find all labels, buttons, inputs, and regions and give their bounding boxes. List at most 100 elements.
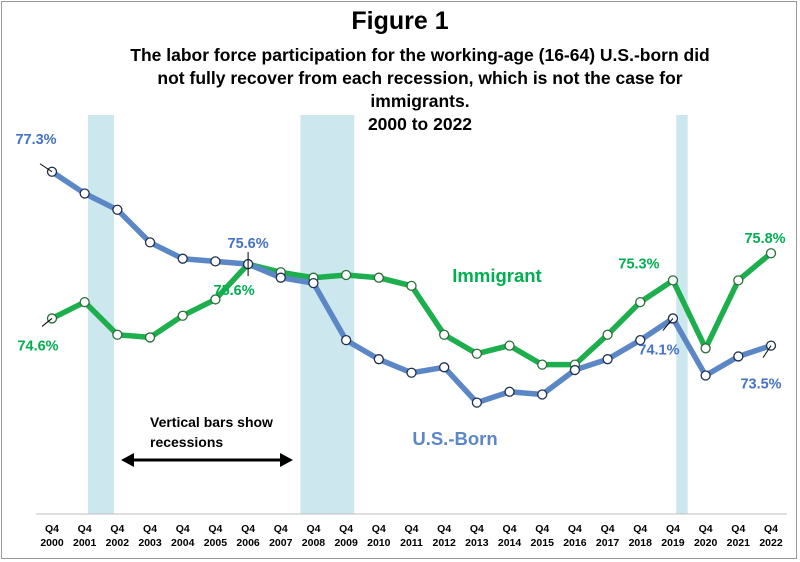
x-tick-label: 2002 xyxy=(106,537,130,549)
x-tick-label: 2010 xyxy=(367,537,391,549)
data-point xyxy=(144,237,156,248)
x-tick-label: Q4 xyxy=(274,523,288,535)
title-block: Figure 1 The labor force participation f… xyxy=(0,6,800,136)
data-point xyxy=(439,362,450,373)
x-tick-label: 2018 xyxy=(629,537,653,549)
x-tick-label: Q4 xyxy=(699,523,713,535)
data-label: 73.5% xyxy=(740,377,781,393)
x-tick-label: Q4 xyxy=(404,523,418,535)
data-label: 74.1% xyxy=(638,342,679,358)
x-tick-label: Q4 xyxy=(143,523,157,535)
data-point xyxy=(602,354,613,365)
label-leader-line xyxy=(662,318,674,331)
x-tick-label: 2008 xyxy=(302,537,326,549)
x-axis: Q4 2000 Q4 2001 Q4 2002 Q4 2003 Q4 2004 Q4 2005 Q4 20… xyxy=(36,513,787,549)
x-tick-label: 2021 xyxy=(727,537,751,549)
data-point xyxy=(373,272,384,283)
data-point xyxy=(733,351,744,362)
subtitle-line: immigrants. xyxy=(370,91,470,111)
x-tick-label: Q4 xyxy=(241,523,255,535)
arrow-head-right xyxy=(280,453,293,467)
data-point xyxy=(112,204,123,215)
x-tick-label: Q4 xyxy=(208,523,222,535)
data-point xyxy=(79,188,90,199)
data-point xyxy=(471,397,483,408)
data-point xyxy=(635,296,646,308)
data-point xyxy=(210,294,221,305)
x-tick-label: Q4 xyxy=(78,523,92,535)
x-tick-label: Q4 xyxy=(306,523,320,535)
x-tick-label: 2004 xyxy=(171,537,195,549)
data-labels: 77.3% 75.6% 74.1% 73.5% 74.6% 75.6% 75.3% 75.8%… xyxy=(15,132,785,449)
series-label-immigrant: Immigrant xyxy=(452,265,541,286)
x-tick-label: 2022 xyxy=(759,537,783,549)
x-tick-label: 2005 xyxy=(204,537,228,549)
data-point xyxy=(635,335,646,346)
data-point xyxy=(340,269,352,281)
figure-title: Figure 1 xyxy=(351,7,449,35)
x-tick-label: Q4 xyxy=(437,523,451,535)
x-tick-label: Q4 xyxy=(470,523,484,535)
x-tick-label: 2007 xyxy=(269,537,293,549)
note-text: recessions xyxy=(150,434,223,450)
subtitle-line: not fully recover from each recession, w… xyxy=(157,68,683,88)
subtitle-line: 2000 to 2022 xyxy=(367,114,473,134)
data-label: 74.6% xyxy=(17,338,58,354)
x-tick-label: Q4 xyxy=(535,523,549,535)
data-point xyxy=(275,272,286,283)
data-point xyxy=(373,354,384,365)
x-tick-label: Q4 xyxy=(601,523,615,535)
x-tick-label: 2015 xyxy=(531,537,555,549)
recession-bar xyxy=(676,115,688,514)
label-leader-line xyxy=(41,318,53,327)
data-point xyxy=(569,364,581,376)
x-tick-label: 2012 xyxy=(433,537,457,549)
x-tick-label: Q4 xyxy=(633,523,647,535)
x-tick-label: Q4 xyxy=(339,523,353,535)
x-tick-label: Q4 xyxy=(731,523,745,535)
figure-subtitle: The labor force participation for the wo… xyxy=(60,44,740,136)
x-tick-label: 2013 xyxy=(465,537,489,549)
x-tick-label: 2001 xyxy=(73,537,97,549)
data-point xyxy=(79,296,90,308)
x-tick-label: Q4 xyxy=(45,523,59,535)
subtitle-line: The labor force participation for the wo… xyxy=(130,45,710,65)
data-point xyxy=(765,248,777,259)
x-tick-label: 2011 xyxy=(400,537,423,549)
recession-bar xyxy=(300,115,355,514)
data-point xyxy=(406,280,417,291)
x-tick-label: 2009 xyxy=(334,537,358,549)
data-label: 75.8% xyxy=(744,231,785,247)
x-tick-label: 2000 xyxy=(40,537,64,549)
note-text: Vertical bars show xyxy=(150,414,273,430)
x-tick-label: Q4 xyxy=(666,523,680,535)
x-tick-label: 2017 xyxy=(596,537,620,549)
label-leader-line xyxy=(762,345,772,358)
data-label: 77.3% xyxy=(15,132,56,148)
data-point xyxy=(471,348,483,359)
data-point xyxy=(700,343,711,354)
recession-note: Vertical bars show recessions xyxy=(121,414,293,467)
data-point xyxy=(667,275,679,286)
data-label: 75.6% xyxy=(228,236,269,252)
data-point xyxy=(602,329,613,340)
x-tick-label: Q4 xyxy=(176,523,190,535)
data-point xyxy=(537,359,548,370)
x-tick-label: Q4 xyxy=(372,523,386,535)
data-point xyxy=(177,253,188,264)
x-tick-label: Q4 xyxy=(568,523,582,535)
series-label-us-born: U.S.-Born xyxy=(412,428,497,449)
x-tick-label: Q4 xyxy=(110,523,124,535)
data-point xyxy=(439,329,450,340)
data-label: 75.3% xyxy=(618,256,659,272)
data-point xyxy=(112,329,123,340)
x-tick-label: 2019 xyxy=(661,537,685,549)
x-tick-label: Q4 xyxy=(764,523,778,535)
data-label: 75.6% xyxy=(214,283,255,299)
x-tick-label: 2016 xyxy=(563,537,587,549)
x-tick-label: 2020 xyxy=(694,537,718,549)
arrow-head-left xyxy=(121,453,134,467)
data-point xyxy=(308,277,319,289)
data-point xyxy=(700,370,711,381)
